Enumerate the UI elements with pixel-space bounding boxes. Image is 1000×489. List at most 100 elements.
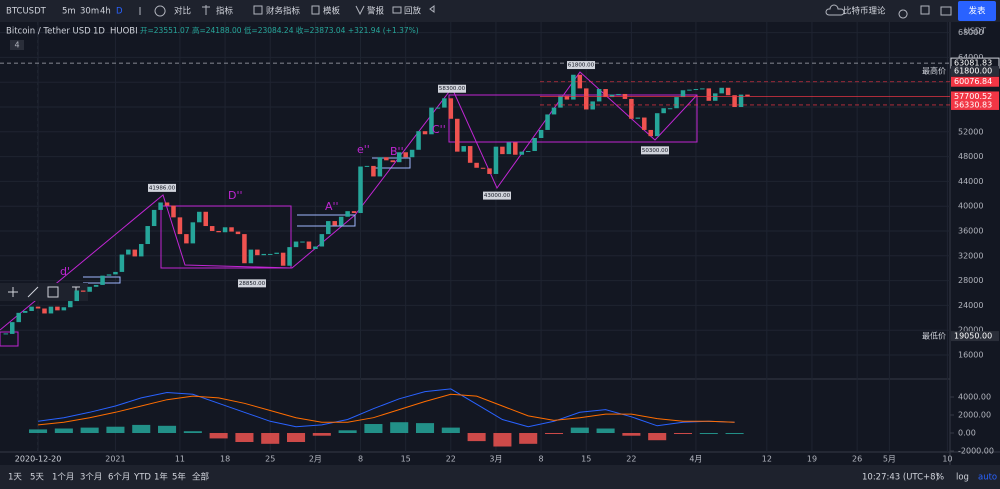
candle xyxy=(209,226,215,231)
macd-histogram xyxy=(390,422,409,434)
candle xyxy=(409,149,415,158)
candle xyxy=(667,108,673,110)
interval[interactable]: D xyxy=(116,7,123,17)
macd-line xyxy=(38,393,735,426)
macd-histogram xyxy=(261,433,280,444)
macd-histogram xyxy=(622,433,641,436)
x-tick-label: 5月 xyxy=(883,455,896,464)
badge[interactable]: 4 xyxy=(14,41,19,50)
price-unit: USDT xyxy=(964,27,986,36)
candle xyxy=(513,142,518,155)
x-tick-label: 4月 xyxy=(689,455,702,464)
x-tick-label: 22 xyxy=(446,455,456,464)
candle xyxy=(558,95,563,108)
candle xyxy=(68,301,73,308)
candle xyxy=(719,87,724,94)
x-tick-label: 15 xyxy=(581,455,591,464)
range-button[interactable]: 1个月 xyxy=(52,473,74,483)
candle xyxy=(113,271,118,275)
y-tick-label: 28000 xyxy=(958,276,983,285)
candle xyxy=(493,146,499,174)
range-button[interactable]: 6个月 xyxy=(108,473,130,483)
y-tick-label: 16000 xyxy=(958,350,983,359)
point-label: 50300.00 xyxy=(642,148,669,154)
publish[interactable]: 发表 xyxy=(968,6,986,17)
candle xyxy=(145,226,150,245)
left-drawing-tools xyxy=(0,283,88,301)
macd-histogram xyxy=(183,431,202,434)
macd-histogram xyxy=(699,433,718,435)
range-button[interactable]: 1年 xyxy=(154,472,168,483)
templates[interactable]: 模板 xyxy=(323,6,341,17)
macd-histogram xyxy=(338,430,357,434)
point-label-bg xyxy=(641,146,669,155)
candle xyxy=(480,167,486,169)
candle xyxy=(255,249,260,256)
interval[interactable]: 5m xyxy=(62,7,76,17)
candle xyxy=(151,209,157,227)
price-label: 19050.00 xyxy=(954,332,992,341)
price-label-bg xyxy=(951,331,999,342)
compare[interactable]: 对比 xyxy=(174,6,191,17)
interval[interactable]: 30m xyxy=(80,7,99,17)
candle xyxy=(184,234,189,244)
candle xyxy=(48,306,54,314)
icons xyxy=(139,4,952,19)
candle xyxy=(725,87,731,96)
candle xyxy=(661,108,666,114)
x-tick-label: 2月 xyxy=(309,455,322,464)
candle xyxy=(203,211,208,227)
range-button[interactable]: 3个月 xyxy=(80,473,102,483)
candle xyxy=(467,146,473,163)
x-tick-label: 3月 xyxy=(489,455,502,464)
candle xyxy=(177,217,183,235)
candle xyxy=(532,138,537,152)
macd-histogram xyxy=(725,433,744,435)
replay[interactable]: 回放 xyxy=(404,6,422,17)
range-button[interactable]: 全部 xyxy=(192,472,210,483)
range-button[interactable]: YTD xyxy=(133,473,151,483)
grid xyxy=(0,22,950,452)
macd-histogram xyxy=(132,424,151,434)
candle xyxy=(242,234,247,264)
candle xyxy=(712,93,718,101)
alert[interactable]: 警报 xyxy=(367,6,385,17)
price-label-bg xyxy=(951,66,999,77)
x-tick-label: 8 xyxy=(539,455,544,464)
candle xyxy=(596,89,602,102)
y-tick-label: 64000 xyxy=(958,53,983,62)
layout-name[interactable]: 比特币理论 xyxy=(843,6,886,17)
pattern-box xyxy=(0,331,19,347)
macd-histogram xyxy=(54,428,73,434)
candle xyxy=(364,165,370,167)
candle xyxy=(306,241,312,249)
candle xyxy=(390,160,396,163)
candle xyxy=(487,168,492,174)
interval[interactable]: 4h xyxy=(100,7,111,17)
point-label: 28850.00 xyxy=(239,281,266,287)
range-button[interactable]: 5天 xyxy=(30,473,44,483)
candle xyxy=(680,90,686,98)
candle xyxy=(126,249,131,255)
publish-button[interactable] xyxy=(958,1,996,21)
candle xyxy=(358,166,363,214)
candle xyxy=(564,95,570,100)
macd-histogram xyxy=(467,433,486,442)
price-label-bg xyxy=(951,99,999,110)
scale-mode[interactable]: auto xyxy=(978,473,997,483)
wave-box xyxy=(297,214,356,227)
badge-bg[interactable] xyxy=(10,40,24,50)
scale-mode[interactable]: log xyxy=(956,473,969,483)
symbol[interactable]: BTCUSDT xyxy=(6,7,47,17)
legend-exchange: HUOBI xyxy=(110,27,138,37)
tool-icons[interactable] xyxy=(8,286,80,298)
legend-interval: 1D xyxy=(93,27,105,37)
range-button[interactable]: 5年 xyxy=(172,472,186,483)
indicators[interactable]: 指标 xyxy=(216,6,234,17)
financials[interactable]: 财务指标 xyxy=(266,6,301,17)
scale-mode[interactable]: % xyxy=(936,473,944,483)
y-tick-label: 68000 xyxy=(958,28,983,37)
point-label-bg xyxy=(483,191,511,200)
range-button[interactable]: 1天 xyxy=(8,473,22,483)
